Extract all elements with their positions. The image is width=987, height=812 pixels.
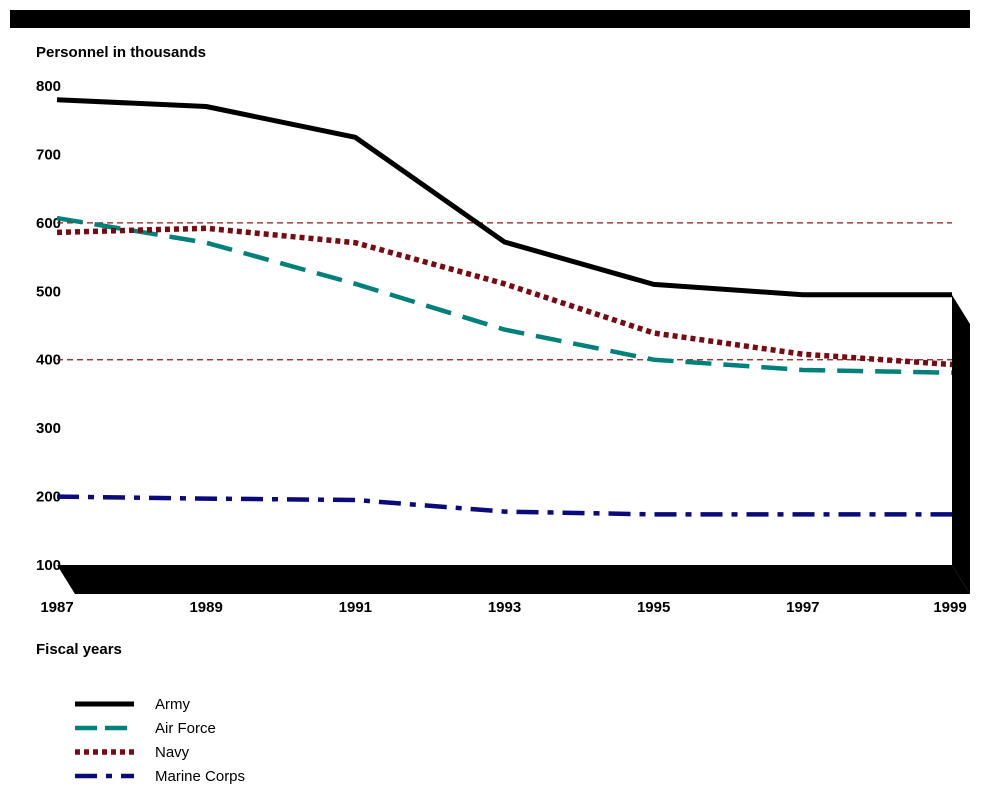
x-tick-label: 1997 (786, 599, 819, 616)
series-lines (56, 97, 953, 517)
legend-label: Navy (155, 744, 190, 761)
x-axis-title: Fiscal years (36, 641, 122, 658)
y-tick-label: 600 (36, 215, 61, 232)
x-tick-label: 1995 (637, 599, 670, 616)
series-line-navy (56, 225, 953, 368)
x-tick-label: 1993 (488, 599, 521, 616)
x-tick-label: 1989 (189, 599, 222, 616)
y-axis-title: Personnel in thousands (36, 44, 206, 61)
y-tick-label: 700 (36, 146, 61, 163)
x-tick-label: 1999 (933, 599, 966, 616)
y-tick-labels: 100 200 300 400 500 600 700 800 (36, 78, 61, 574)
chart-right-wall (952, 295, 970, 594)
series-line-marine-corps (56, 494, 952, 517)
y-tick-label: 200 (36, 489, 61, 506)
y-tick-label: 100 (36, 557, 61, 574)
legend-label: Air Force (155, 720, 216, 737)
reference-lines (57, 222, 952, 361)
x-tick-labels: 1987 1989 1991 1993 1995 1997 1999 (40, 599, 966, 616)
legend-label: Marine Corps (155, 768, 245, 785)
legend: Army Air Force Navy Marine Corps (75, 696, 245, 785)
chart-floor (57, 565, 970, 594)
series-line-air-force (56, 215, 953, 375)
series-line-army (56, 97, 952, 298)
top-banner (10, 10, 970, 28)
y-tick-label: 400 (36, 352, 61, 369)
y-tick-label: 300 (36, 420, 61, 437)
y-tick-label: 500 (36, 283, 61, 300)
y-tick-label: 800 (36, 78, 61, 95)
x-tick-label: 1991 (339, 599, 372, 616)
x-tick-label: 1987 (40, 599, 73, 616)
legend-label: Army (155, 696, 190, 713)
